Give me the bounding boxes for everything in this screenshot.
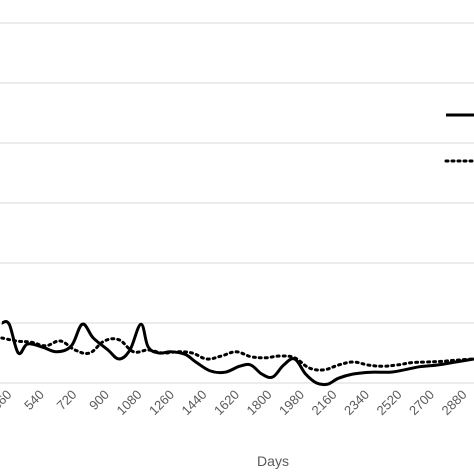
- series-line-solid: [1, 320, 474, 387]
- legend: [444, 113, 474, 163]
- x-tick-label: 1440: [178, 387, 209, 418]
- x-tick-label: 900: [86, 387, 112, 413]
- x-tick-label: 2160: [308, 387, 339, 418]
- series-line-dotted: [0, 336, 474, 372]
- x-tick-label: 720: [54, 387, 80, 413]
- x-tick-label: 1260: [146, 387, 177, 418]
- x-tick-label: 1080: [113, 387, 144, 418]
- x-axis-title: Days: [257, 453, 289, 469]
- x-tick-label: 2880: [438, 387, 469, 418]
- x-tick-label: 1800: [243, 387, 274, 418]
- x-tick-label: 2340: [341, 387, 372, 418]
- x-tick-labels: 360 540 720 900 1080 1260 1440 1620 1800 1980 2160…: [0, 387, 470, 418]
- x-tick-label: 540: [21, 387, 47, 413]
- x-tick-label: 2520: [373, 387, 404, 418]
- x-tick-label: 360: [0, 387, 15, 413]
- gridlines: [0, 22, 474, 384]
- x-tick-label: 1980: [276, 387, 307, 418]
- series-lines: [0, 320, 474, 387]
- x-tick-label: 2700: [406, 387, 437, 418]
- x-tick-label: 1620: [211, 387, 242, 418]
